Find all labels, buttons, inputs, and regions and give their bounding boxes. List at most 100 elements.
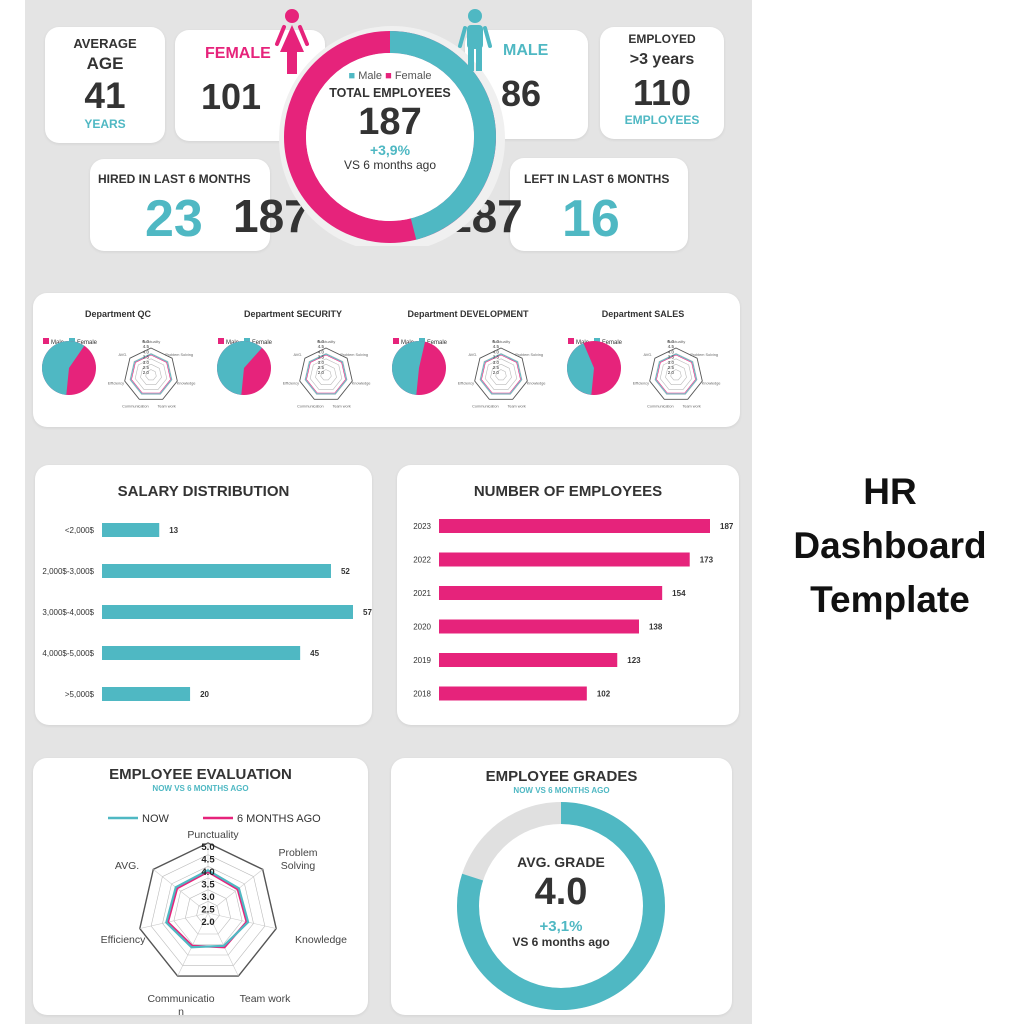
bar	[439, 686, 587, 701]
dept-legend-male: Male	[51, 340, 65, 346]
dept-legend-female: Female	[602, 340, 623, 346]
dept-radar-series	[656, 354, 696, 394]
grades-compare: VS 6 months ago	[512, 935, 610, 949]
dept-radar-axis-label: Efficiency	[283, 382, 299, 386]
employed-line1: EMPLOYED	[628, 32, 696, 46]
dept-legend-male-swatch	[218, 338, 224, 344]
radar-tick-label: 2.5	[201, 905, 215, 916]
radar-grid-ring	[139, 842, 277, 977]
dept-pie-female-slice	[41, 341, 85, 395]
salary-chart: <2,000$ 13 2,000$-3,000$ 52 3,000$-4,000$ 57 4…	[42, 523, 372, 701]
dept-radar-series	[481, 354, 521, 394]
departments-chart: Department QC Male Female 5.04.54.03.53.02.…	[41, 309, 721, 409]
radar-spoke	[177, 912, 209, 977]
radar-tick-label: 3.0	[201, 892, 214, 903]
dept-radar: 5.04.54.03.53.02.52.0 Punctuality Problem …	[458, 339, 546, 409]
radar-axis-label: Communicatio	[147, 993, 214, 1005]
dept-radar: 5.04.54.03.53.02.52.0 Punctuality Problem …	[108, 339, 196, 409]
bar-category-label: 2021	[413, 589, 431, 598]
radar-axis-label: Team work	[240, 993, 292, 1005]
dept-radar-tick: 3.0	[318, 360, 325, 365]
bar-category-label: 3,000$-4,000$	[42, 608, 94, 617]
female-label: FEMALE	[205, 45, 271, 62]
radar-axis-label: Problem	[278, 847, 317, 859]
dept-legend-female-swatch	[594, 338, 600, 344]
employees-chart: 2023 187 2022 173 2021 154 2020 138 2019 123 2018 1…	[413, 519, 734, 701]
grades-donut-arc	[457, 802, 665, 1010]
legend-female-label: Female	[394, 70, 432, 82]
radar-grid-ring	[670, 369, 682, 381]
dept-radar-series	[131, 354, 171, 394]
radar-grid-ring	[320, 369, 332, 381]
employees-card: NUMBER OF EMPLOYEES 2023 187 2022 173 2021 15…	[397, 465, 739, 725]
dept-radar-axis-label: Punctuality	[492, 340, 511, 344]
radar-axis-label: Solving	[281, 860, 316, 872]
dept-pie-female-slice	[392, 341, 426, 395]
average-age-line2: AGE	[86, 54, 124, 73]
bar-value-label: 102	[597, 690, 611, 699]
dept-radar-tick: 3.0	[143, 360, 150, 365]
dept-pie-female-slice	[217, 341, 262, 395]
employed-unit: EMPLOYEES	[624, 113, 700, 127]
legend-male-dot: ■	[348, 70, 356, 82]
dept-legend-male: Male	[576, 340, 590, 346]
female-icon	[275, 9, 309, 74]
department-title: Department SALES	[602, 309, 685, 319]
bar-value-label: 52	[341, 567, 350, 576]
grades-change: +3,1%	[539, 918, 583, 935]
dept-radar-axis-label: Punctuality	[142, 340, 161, 344]
radar-grid-ring	[474, 347, 528, 400]
bar-category-label: 2020	[413, 623, 431, 632]
dept-radar-tick: 2.5	[493, 365, 500, 370]
dept-radar-tick: 4.0	[318, 349, 325, 354]
donut-center	[306, 53, 474, 221]
evaluation-subtitle: NOW VS 6 MONTHS AGO	[152, 784, 249, 793]
radar-grid-ring	[173, 877, 243, 945]
dept-radar-tick: 2.5	[668, 365, 675, 370]
average-age-card: AVERAGE AGE 41 YEARS	[45, 27, 165, 143]
side-title-line3: Template	[810, 579, 970, 620]
radar-grid-ring	[140, 363, 162, 385]
grades-center: AVG. GRADE 4.0 +3,1% VS 6 months ago	[491, 854, 631, 949]
employees-title: NUMBER OF EMPLOYEES	[473, 483, 663, 500]
bar	[102, 646, 301, 660]
dept-legend-female-swatch	[419, 338, 425, 344]
radar-grid-ring	[299, 347, 353, 400]
dept-radar-tick: 3.5	[493, 355, 500, 360]
grades-donut	[457, 802, 665, 1010]
side-title-line2: Dashboard	[793, 525, 987, 566]
evaluation-title: EMPLOYEE EVALUATION	[109, 766, 292, 783]
bar-value-label: 20	[200, 690, 209, 699]
average-age-line1: AVERAGE	[73, 36, 137, 51]
dept-radar-axis-label: Knowledge	[702, 382, 721, 386]
average-age-value: 41	[84, 75, 126, 116]
dept-radar-tick: 5.0	[493, 339, 500, 344]
left-card: LEFT IN LAST 6 MONTHS 16	[510, 158, 688, 251]
dept-radar-axis-label: Problem Solving	[515, 353, 543, 357]
dept-radar-axis-label: Punctuality	[667, 340, 686, 344]
dept-legend-male-swatch	[43, 338, 49, 344]
dept-radar-axis-label: Communication	[122, 405, 148, 409]
employed-value: 110	[632, 72, 692, 113]
legend-label: 6 MONTHS AGO	[237, 813, 321, 825]
grades-subtitle: NOW VS 6 MONTHS AGO	[513, 786, 610, 795]
radar-grid-ring	[495, 369, 507, 381]
dept-radar-axis-label: Team work	[682, 405, 700, 409]
dept-radar-tick: 4.0	[493, 349, 500, 354]
total-employees-center: ■ Male ■ Female TOTAL EMPLOYEES 187 +3,9…	[310, 70, 470, 172]
radar-axis-label: Knowledge	[295, 934, 347, 946]
department-title: Department QC	[85, 309, 152, 319]
bar-value-label: 57	[363, 608, 372, 617]
dept-radar: 5.04.54.03.53.02.52.0 Punctuality Problem …	[283, 339, 371, 409]
dept-radar-axis-label: Problem Solving	[340, 353, 368, 357]
radar-grid-ring	[134, 358, 168, 390]
radar-grid-ring	[665, 363, 687, 385]
dept-radar-tick: 5.0	[143, 339, 150, 344]
male-label: MALE	[503, 42, 549, 59]
dept-radar-tick: 2.5	[143, 365, 150, 370]
bar-value-label: 45	[310, 649, 319, 658]
bar	[102, 564, 331, 578]
radar-spoke	[207, 912, 277, 929]
bar-category-label: 2,000$-3,000$	[42, 567, 94, 576]
dept-radar-axis-label: AVG.	[118, 353, 127, 357]
